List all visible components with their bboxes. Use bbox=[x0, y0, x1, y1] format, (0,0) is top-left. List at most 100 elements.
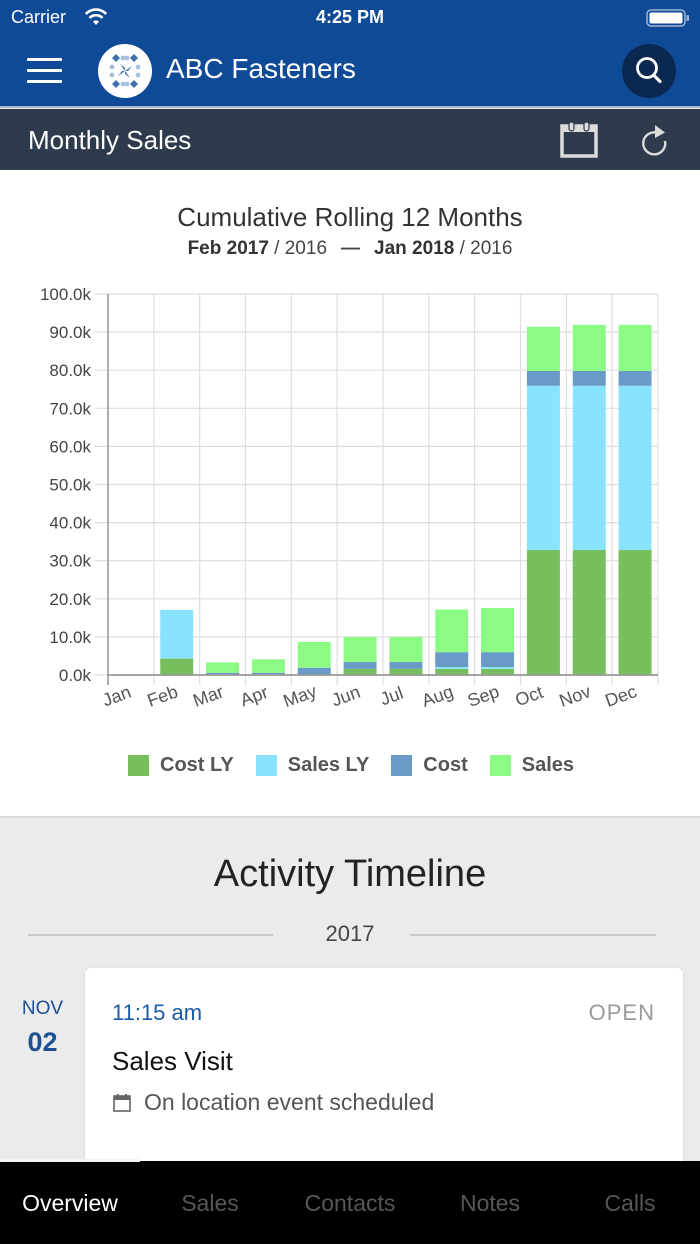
bar-segment[interactable] bbox=[481, 607, 515, 653]
bar-segment[interactable] bbox=[481, 652, 515, 667]
carrier-label: Carrier bbox=[11, 7, 67, 27]
bar-segment[interactable] bbox=[343, 636, 377, 663]
legend-item-cost-ly[interactable]: Cost LY bbox=[128, 754, 234, 777]
legend-item-sales-ly[interactable]: Sales LY bbox=[255, 754, 369, 777]
x-tick-label: Dec bbox=[602, 681, 639, 711]
search-icon bbox=[636, 57, 662, 84]
chart-legend: Cost LY Sales LY Cost Sales bbox=[0, 754, 700, 777]
bar-segment[interactable] bbox=[618, 324, 652, 371]
activity-timeline: Activity Timeline 2017 NOV 02 11:15 am O… bbox=[0, 820, 700, 1178]
tab-calls[interactable]: Calls bbox=[604, 1190, 656, 1216]
bar-segment[interactable] bbox=[389, 668, 423, 675]
bar-segment[interactable] bbox=[618, 370, 652, 386]
legend-swatch bbox=[489, 755, 511, 776]
bar-segment[interactable] bbox=[343, 668, 377, 675]
event-status-badge: OPEN bbox=[588, 1000, 655, 1025]
legend-swatch bbox=[255, 755, 277, 776]
bar-segment[interactable] bbox=[526, 385, 560, 551]
bar-segment[interactable] bbox=[389, 662, 423, 669]
hamburger-menu-icon[interactable] bbox=[27, 58, 62, 86]
event-month: NOV bbox=[21, 998, 64, 1019]
bar-segment[interactable] bbox=[297, 641, 331, 668]
bar-segment[interactable] bbox=[618, 550, 652, 675]
refresh-icon[interactable] bbox=[636, 121, 672, 159]
legend-item-sales[interactable]: Sales bbox=[489, 754, 574, 777]
section-header: Monthly Sales bbox=[0, 109, 700, 170]
x-tick-label: Sep bbox=[465, 681, 502, 711]
timeline-year: 2017 bbox=[325, 921, 375, 946]
app-header: ABC Fasteners bbox=[0, 36, 700, 108]
section-title: Monthly Sales bbox=[28, 125, 192, 155]
company-logo bbox=[98, 44, 152, 98]
event-description: On location event scheduled bbox=[112, 1089, 434, 1116]
y-tick-label: 40.0k bbox=[49, 514, 91, 533]
tab-sales[interactable]: Sales bbox=[181, 1190, 239, 1216]
x-tick-label: May bbox=[281, 681, 320, 711]
y-tick-label: 20.0k bbox=[49, 590, 91, 609]
wifi-icon bbox=[84, 7, 108, 32]
bar-segment[interactable] bbox=[297, 667, 331, 675]
legend-label: Sales bbox=[521, 754, 574, 776]
bar-segment[interactable] bbox=[435, 668, 469, 675]
range-end-compare: / 2016 bbox=[454, 238, 513, 259]
divider bbox=[28, 934, 273, 936]
bar-segment[interactable] bbox=[160, 658, 194, 675]
legend-swatch bbox=[128, 755, 149, 776]
y-tick-label: 0.0k bbox=[59, 666, 92, 685]
x-tick-label: Aug bbox=[419, 681, 456, 711]
bar-segment[interactable] bbox=[526, 550, 560, 675]
range-start-compare: / 2016 bbox=[268, 238, 328, 259]
bar-segment[interactable] bbox=[251, 672, 285, 675]
bar-segment[interactable] bbox=[526, 370, 560, 386]
bar-segment[interactable] bbox=[435, 609, 469, 653]
y-tick-label: 10.0k bbox=[49, 628, 91, 647]
y-tick-label: 30.0k bbox=[49, 552, 91, 571]
y-tick-label: 100.0k bbox=[40, 285, 92, 304]
bar-segment[interactable] bbox=[572, 370, 606, 386]
bar-segment[interactable] bbox=[572, 385, 606, 551]
x-tick-label: Mar bbox=[190, 681, 226, 710]
bar-segment[interactable] bbox=[160, 609, 194, 659]
bar-segment[interactable] bbox=[572, 550, 606, 675]
bar-segment[interactable] bbox=[206, 672, 240, 675]
bar-segment[interactable] bbox=[481, 666, 515, 669]
bar-segment[interactable] bbox=[435, 666, 469, 669]
battery-icon bbox=[646, 9, 689, 27]
timeline-title: Activity Timeline bbox=[213, 853, 487, 895]
x-tick-label: Feb bbox=[144, 681, 180, 710]
bar-segment[interactable] bbox=[572, 324, 606, 371]
range-separator: — bbox=[341, 238, 361, 259]
x-tick-label: Oct bbox=[513, 682, 546, 710]
y-tick-label: 60.0k bbox=[49, 437, 91, 456]
divider bbox=[410, 934, 656, 936]
chart-date-range: Feb 2017 / 2016 — Jan 2018 / 2016 bbox=[0, 238, 700, 260]
bar-segment[interactable] bbox=[481, 668, 515, 675]
tab-overview[interactable]: Overview bbox=[0, 1159, 140, 1244]
tab-notes[interactable]: Notes bbox=[459, 1190, 521, 1216]
x-tick-label: Jan bbox=[100, 682, 134, 711]
y-tick-label: 90.0k bbox=[49, 323, 91, 342]
range-start: Feb 2017 bbox=[187, 238, 269, 259]
y-tick-label: 50.0k bbox=[49, 476, 91, 495]
bar-segment[interactable] bbox=[618, 385, 652, 551]
bar-segment[interactable] bbox=[389, 636, 423, 663]
range-end: Jan 2018 bbox=[374, 238, 455, 259]
bar-segment[interactable] bbox=[343, 662, 377, 669]
bar-segment[interactable] bbox=[435, 652, 469, 667]
event-time: 11:15 am bbox=[112, 1000, 203, 1025]
tab-contacts[interactable]: Contacts bbox=[304, 1190, 396, 1216]
bottom-tab-bar: Overview Sales Contacts Notes Calls bbox=[0, 1159, 700, 1244]
bar-segment[interactable] bbox=[526, 326, 560, 371]
search-button[interactable] bbox=[622, 44, 676, 98]
legend-label: Cost bbox=[423, 754, 468, 776]
event-card[interactable]: 11:15 am OPEN Sales Visit On location ev… bbox=[85, 968, 683, 1178]
bar-segment[interactable] bbox=[206, 662, 240, 673]
x-tick-label: Apr bbox=[238, 682, 271, 710]
legend-swatch bbox=[391, 755, 413, 776]
x-tick-label: Nov bbox=[557, 681, 594, 711]
legend-item-cost[interactable]: Cost bbox=[391, 754, 468, 777]
calendar-icon[interactable] bbox=[558, 121, 600, 159]
chart-title: Cumulative Rolling 12 Months bbox=[177, 202, 523, 232]
legend-label: Cost LY bbox=[160, 754, 234, 776]
bar-segment[interactable] bbox=[251, 659, 285, 673]
